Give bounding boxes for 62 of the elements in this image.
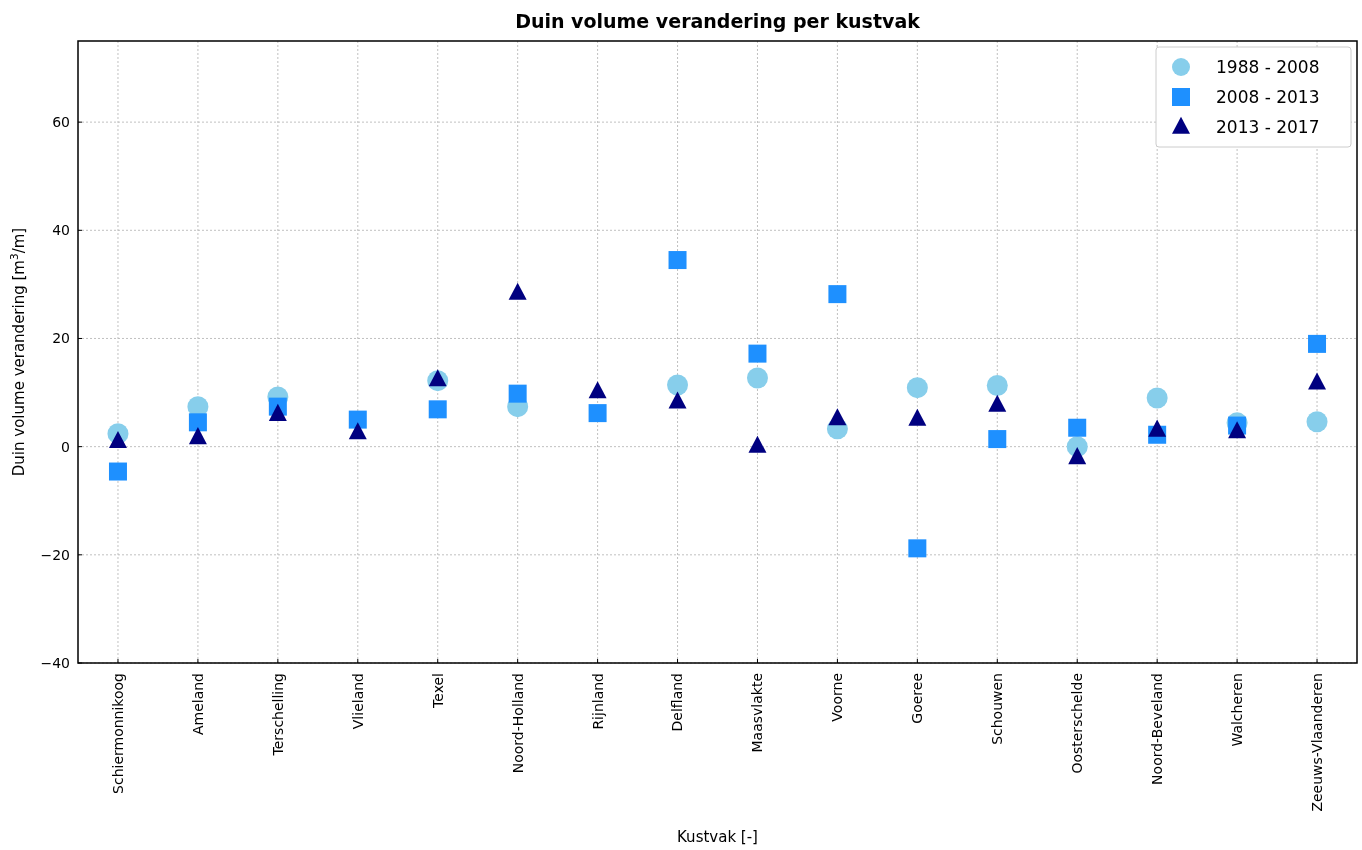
x-tick-label: Rijnland — [589, 673, 606, 730]
x-tick-label: Schouwen — [989, 673, 1006, 745]
y-tick-label: 0 — [61, 438, 70, 455]
point — [1148, 419, 1167, 437]
point — [986, 375, 1008, 397]
point — [1068, 447, 1087, 465]
x-axis-title: Kustvak [-] — [677, 828, 758, 846]
x-tick-label: Delfland — [669, 673, 686, 732]
point — [908, 539, 927, 558]
x-tick-label: Schiermonnikoog — [109, 673, 126, 794]
legend-label: 1988 - 2008 — [1216, 56, 1320, 77]
point — [508, 282, 527, 300]
point — [428, 369, 447, 387]
point — [828, 285, 847, 304]
chart-title: Duin volume verandering per kustvak — [515, 10, 921, 32]
point — [1146, 387, 1168, 409]
point — [746, 367, 768, 389]
legend-label: 2008 - 2013 — [1216, 86, 1320, 107]
point — [668, 391, 687, 409]
point — [908, 408, 927, 426]
legend-label: 2013 - 2017 — [1216, 116, 1320, 137]
y-tick-label: −40 — [40, 654, 70, 671]
point — [188, 427, 207, 445]
y-tick-label: 60 — [52, 114, 70, 131]
x-tick-label: Noord-Holland — [509, 673, 526, 774]
point — [268, 403, 287, 421]
y-tick-label: 40 — [52, 222, 70, 239]
point — [1068, 418, 1087, 437]
x-tick-label: Maasvlakte — [749, 673, 766, 753]
point — [108, 462, 127, 481]
x-tick-label: Walcheren — [1228, 673, 1245, 747]
point — [588, 404, 607, 423]
x-tick-label: Vlieland — [349, 673, 366, 730]
point — [1308, 372, 1327, 390]
point — [748, 344, 767, 363]
point — [667, 374, 689, 396]
point — [1306, 411, 1328, 433]
x-tick-label: Voorne — [829, 673, 846, 722]
point — [428, 400, 447, 419]
point — [188, 413, 207, 432]
point — [748, 435, 767, 453]
point — [906, 377, 928, 399]
point — [108, 430, 127, 448]
y-tick-label: 20 — [52, 330, 70, 347]
x-tick-label: Ameland — [189, 673, 206, 736]
x-tick-label: Terschelling — [269, 673, 286, 757]
point — [1228, 421, 1247, 439]
point — [988, 430, 1007, 449]
point — [668, 251, 687, 270]
point — [988, 394, 1007, 412]
x-tick-label: Texel — [429, 673, 446, 709]
point — [508, 384, 527, 403]
y-tick-label: −20 — [40, 546, 70, 563]
x-tick-label: Zeeuws-Vlaanderen — [1308, 673, 1325, 812]
point — [1308, 334, 1327, 353]
x-tick-label: Oosterschelde — [1069, 673, 1086, 774]
point — [348, 410, 367, 429]
point — [828, 408, 847, 426]
point — [588, 381, 607, 399]
x-tick-label: Goeree — [909, 673, 926, 724]
point — [348, 422, 367, 440]
x-tick-label: Noord-Beveland — [1149, 673, 1166, 785]
